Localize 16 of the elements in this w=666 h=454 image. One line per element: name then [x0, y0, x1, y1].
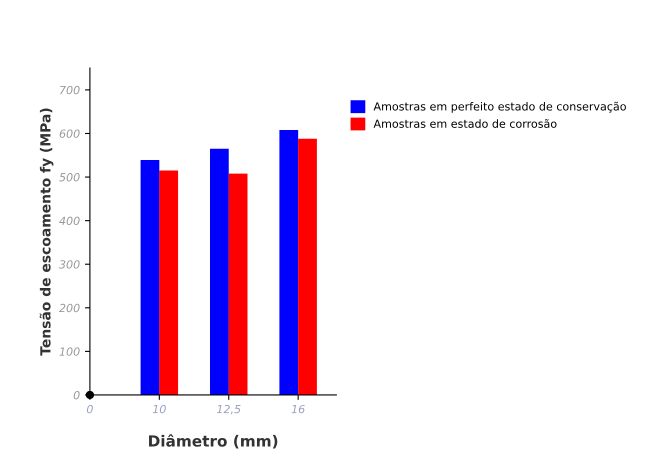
- y-tick-label: 700: [60, 86, 80, 94]
- x-axis-title: Diâmetro (mm): [149, 434, 278, 449]
- y-tick-label: 100: [60, 347, 80, 356]
- y-tick-label: 600: [60, 129, 80, 138]
- y-tick-label: 400: [59, 216, 80, 226]
- y-tick-label: 500: [59, 173, 80, 182]
- y-tick-label: 200: [59, 304, 80, 312]
- x-tick-label: 12,5: [216, 404, 240, 414]
- y-tick-label: 300: [59, 260, 80, 269]
- x-tick-label: 0: [86, 404, 93, 414]
- x-tick-label: 16: [292, 404, 305, 414]
- y-tick-label: 0: [74, 390, 80, 400]
- legend-label: Amostras em perfeito estado de conservação: [374, 102, 626, 113]
- y-axis-title: Tensão de escoamento fy (MPa): [40, 108, 54, 356]
- x-tick-label: 10: [152, 404, 166, 414]
- legend-label: Amostras em estado de corrosão: [374, 119, 557, 128]
